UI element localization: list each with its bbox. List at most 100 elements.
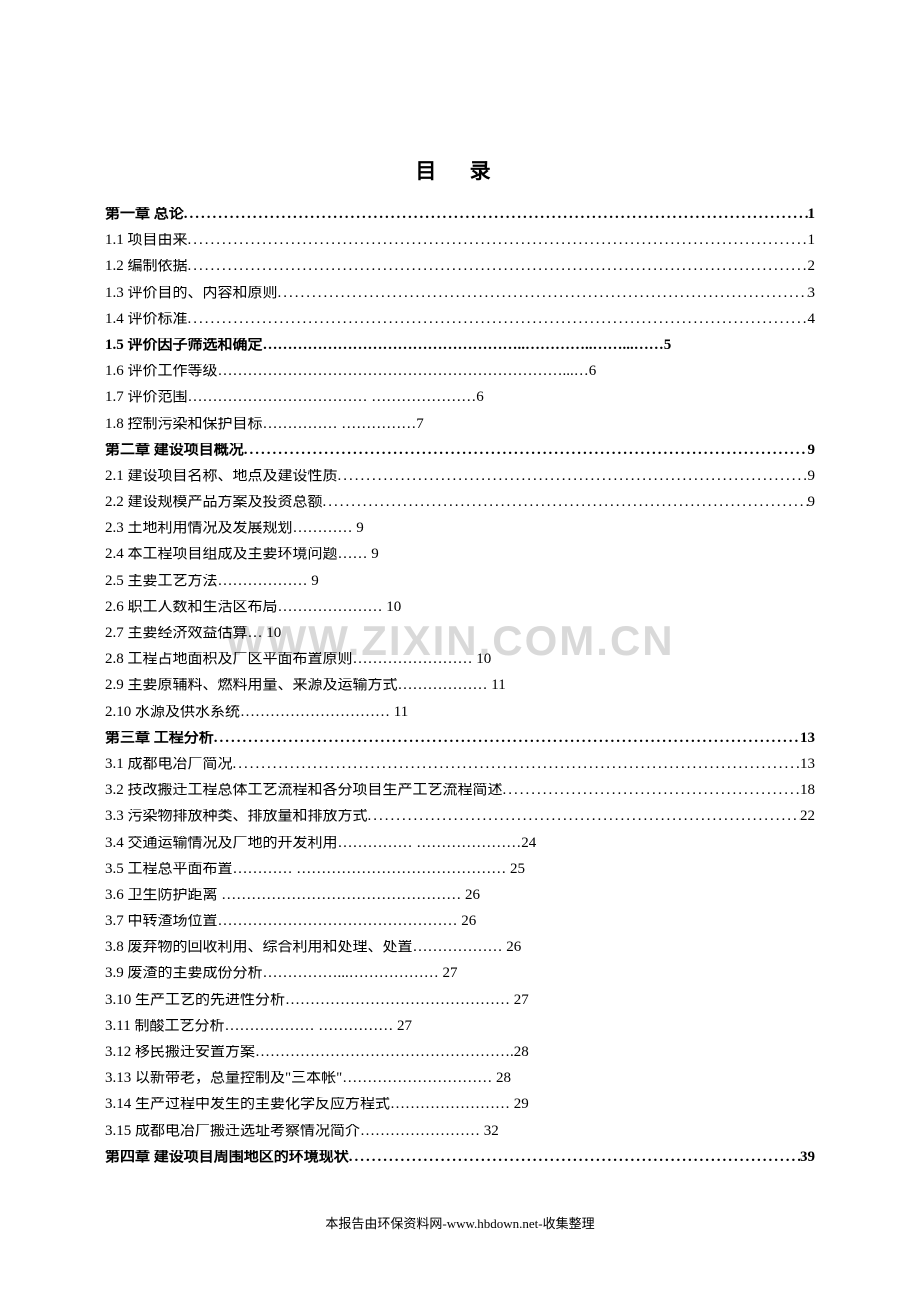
toc-entry: 1.7 评价范围……………………………… …………………6 [105,390,815,405]
toc-entry-label: 第三章 工程分析 [105,731,214,746]
toc-entry-label: 3.13 以新带老，总量控制及"三本帐"………………………… 28 [105,1071,511,1086]
toc-entry: 3.3 污染物排放种类、排放量和排放方式 22 [105,809,815,824]
toc-entry-label: 3.3 污染物排放种类、排放量和排放方式 [105,809,368,824]
toc-leader-dots [338,469,808,484]
toc-title: 目 录 [105,155,815,185]
toc-entry-label: 1.2 编制依据 [105,259,188,274]
toc-leader-dots [188,259,808,274]
toc-entry: 3.14 生产过程中发生的主要化学反应方程式…………………… 29 [105,1097,815,1112]
toc-entry: 第一章 总论 1 [105,207,815,222]
toc-leader-dots [368,809,800,824]
toc-entry-page: 9 [808,469,816,484]
toc-entry: 3.11 制酸工艺分析……………… …………… 27 [105,1019,815,1034]
toc-entry: 1.2 编制依据 2 [105,259,815,274]
toc-entry: 第三章 工程分析 13 [105,731,815,746]
toc-entry: 3.15 成都电冶厂搬迁选址考察情况简介…………………… 32 [105,1124,815,1139]
toc-entry: 第二章 建设项目概况 9 [105,443,815,458]
toc-entry: 3.1 成都电冶厂简况 13 [105,757,815,772]
toc-entry: 2.5 主要工艺方法……………… 9 [105,574,815,589]
toc-entry: 2.7 主要经济效益估算… 10 [105,626,815,641]
toc-leader-dots [214,731,800,746]
toc-entry-page: 22 [800,809,815,824]
toc-entry-label: 2.7 主要经济效益估算… 10 [105,626,281,641]
toc-entry-page: 1 [808,233,816,248]
toc-entry-page: 9 [808,443,816,458]
toc-entry: 3.5 工程总平面布置………… …………………………………… 25 [105,862,815,877]
page-footer: 本报告由环保资料网-www.hbdown.net-收集整理 [0,1213,920,1232]
toc-entry: 3.6 卫生防护距离 ………………………………………… 26 [105,888,815,903]
toc-entry: 1.6 评价工作等级……………………………………………………………...…6 [105,364,815,379]
toc-entry: 3.7 中转渣场位置………………………………………… 26 [105,914,815,929]
toc-entry-page: 18 [800,783,815,798]
toc-entry-page: 9 [808,495,816,510]
toc-entry-page: 13 [800,757,815,772]
toc-entry-label: 3.15 成都电冶厂搬迁选址考察情况简介…………………… 32 [105,1124,499,1139]
toc-leader-dots [278,286,808,301]
content-area: 目 录 第一章 总论 1 1.1 项目由来 1 1.2 编制依据 2 1.3 评价目的、内容… [105,155,815,1165]
toc-entry-page: 1 [808,207,816,222]
toc-entry-label: 2.6 职工人数和生活区布局………………… 10 [105,600,401,615]
toc-entry-label: 2.10 水源及供水系统………………………… 11 [105,705,408,720]
toc-entry: 3.12 移民搬迁安置方案…………………………………………….28 [105,1045,815,1060]
toc-entry-label: 3.5 工程总平面布置………… …………………………………… 25 [105,862,525,877]
toc-entry: 第四章 建设项目周围地区的环境现状 39 [105,1150,815,1165]
toc-entry-label: 第一章 总论 [105,207,184,222]
toc-entry-label: 3.7 中转渣场位置………………………………………… 26 [105,914,476,929]
toc-leader-dots [184,207,808,222]
toc-entry-label: 1.4 评价标准 [105,312,188,327]
toc-entry-label: 3.9 废渣的主要成份分析……………...……………… 27 [105,966,458,981]
toc-entry-label: 3.8 废弃物的回收利用、综合利用和处理、处置……………… 26 [105,940,521,955]
toc-entry-label: 2.4 本工程项目组成及主要环境问题…… 9 [105,547,379,562]
toc-entry-label: 2.5 主要工艺方法……………… 9 [105,574,319,589]
toc-leader-dots [244,443,808,458]
toc-entry: 3.9 废渣的主要成份分析……………...……………… 27 [105,966,815,981]
toc-entry: 1.5 评价因子筛选和确定……………………………………………..…………..……… [105,338,815,353]
toc-entry: 2.9 主要原辅料、燃料用量、来源及运输方式……………… 11 [105,678,815,693]
toc-entry: 2.2 建设规模产品方案及投资总额 9 [105,495,815,510]
toc-entry-label: 3.14 生产过程中发生的主要化学反应方程式…………………… 29 [105,1097,529,1112]
toc-entry-label: 2.9 主要原辅料、燃料用量、来源及运输方式……………… 11 [105,678,506,693]
toc-entry-label: 1.1 项目由来 [105,233,188,248]
toc-entry-label: 2.2 建设规模产品方案及投资总额 [105,495,323,510]
toc-entry-page: 39 [800,1150,815,1165]
toc-entry-label: 2.3 土地利用情况及发展规划………… 9 [105,521,364,536]
toc-entry-label: 1.7 评价范围……………………………… …………………6 [105,390,484,405]
toc-entry: 2.6 职工人数和生活区布局………………… 10 [105,600,815,615]
toc-entry-label: 1.3 评价目的、内容和原则 [105,286,278,301]
toc-entry: 3.10 生产工艺的先进性分析……………………………………… 27 [105,993,815,1008]
toc-entry-label: 1.8 控制污染和保护目标…………… ……………7 [105,417,424,432]
toc-entry-label: 1.5 评价因子筛选和确定……………………………………………..…………..……… [105,338,671,353]
toc-entry-page: 3 [808,286,816,301]
toc-entry-label: 3.6 卫生防护距离 ………………………………………… 26 [105,888,480,903]
toc-entry-label: 3.1 成都电冶厂简况 [105,757,233,772]
toc-entry-label: 第四章 建设项目周围地区的环境现状 [105,1150,349,1165]
toc-leader-dots [503,783,800,798]
toc-entry-label: 3.4 交通运输情况及厂地的开发利用…………… …………………24 [105,836,536,851]
document-page: WWW.ZIXIN.COM.CN 目 录 第一章 总论11.1 项目由来11.2… [0,0,920,1302]
toc-entry: 1.1 项目由来 1 [105,233,815,248]
toc-entry-page: 2 [808,259,816,274]
toc-leader-dots [323,495,808,510]
toc-entry-page: 4 [808,312,816,327]
toc-entry-label: 第二章 建设项目概况 [105,443,244,458]
toc-entry-page: 13 [800,731,815,746]
toc-leader-dots [188,233,808,248]
toc-entry: 3.8 废弃物的回收利用、综合利用和处理、处置……………… 26 [105,940,815,955]
toc-entry-label: 3.2 技改搬迁工程总体工艺流程和各分项目生产工艺流程简述 [105,783,503,798]
toc-entry-label: 3.10 生产工艺的先进性分析……………………………………… 27 [105,993,529,1008]
toc-entry: 1.4 评价标准 4 [105,312,815,327]
toc-list: 第一章 总论 1 1.1 项目由来 1 1.2 编制依据 2 1.3 评价目的、内容和原则 3… [105,207,815,1165]
toc-entry-label: 3.11 制酸工艺分析……………… …………… 27 [105,1019,412,1034]
toc-entry: 2.8 工程占地面积及厂区平面布置原则…………………… 10 [105,652,815,667]
toc-entry: 3.13 以新带老，总量控制及"三本帐"………………………… 28 [105,1071,815,1086]
toc-entry: 1.3 评价目的、内容和原则 3 [105,286,815,301]
toc-entry: 3.4 交通运输情况及厂地的开发利用…………… …………………24 [105,836,815,851]
toc-leader-dots [349,1150,800,1165]
toc-entry-label: 2.1 建设项目名称、地点及建设性质 [105,469,338,484]
toc-entry: 3.2 技改搬迁工程总体工艺流程和各分项目生产工艺流程简述 18 [105,783,815,798]
toc-entry-label: 3.12 移民搬迁安置方案…………………………………………….28 [105,1045,529,1060]
toc-entry: 2.1 建设项目名称、地点及建设性质 9 [105,469,815,484]
toc-entry: 1.8 控制污染和保护目标…………… ……………7 [105,417,815,432]
toc-leader-dots [188,312,808,327]
toc-entry-label: 1.6 评价工作等级……………………………………………………………...…6 [105,364,596,379]
